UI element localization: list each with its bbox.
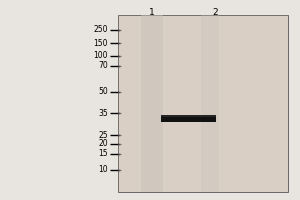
Text: 70: 70: [98, 62, 108, 71]
Text: 2: 2: [212, 8, 218, 17]
Bar: [160, 114, 215, 117]
Bar: [160, 114, 215, 121]
Text: 100: 100: [94, 51, 108, 60]
Bar: [141, 15, 163, 192]
Text: 150: 150: [94, 38, 108, 47]
Bar: [118, 15, 288, 192]
Text: 50: 50: [98, 88, 108, 97]
Text: 20: 20: [98, 140, 108, 148]
Bar: [201, 15, 219, 192]
Text: 25: 25: [98, 130, 108, 140]
Text: 250: 250: [94, 25, 108, 34]
Text: 35: 35: [98, 108, 108, 117]
Bar: [118, 15, 288, 192]
Text: 15: 15: [98, 150, 108, 158]
Text: 10: 10: [98, 166, 108, 174]
Text: 1: 1: [149, 8, 155, 17]
